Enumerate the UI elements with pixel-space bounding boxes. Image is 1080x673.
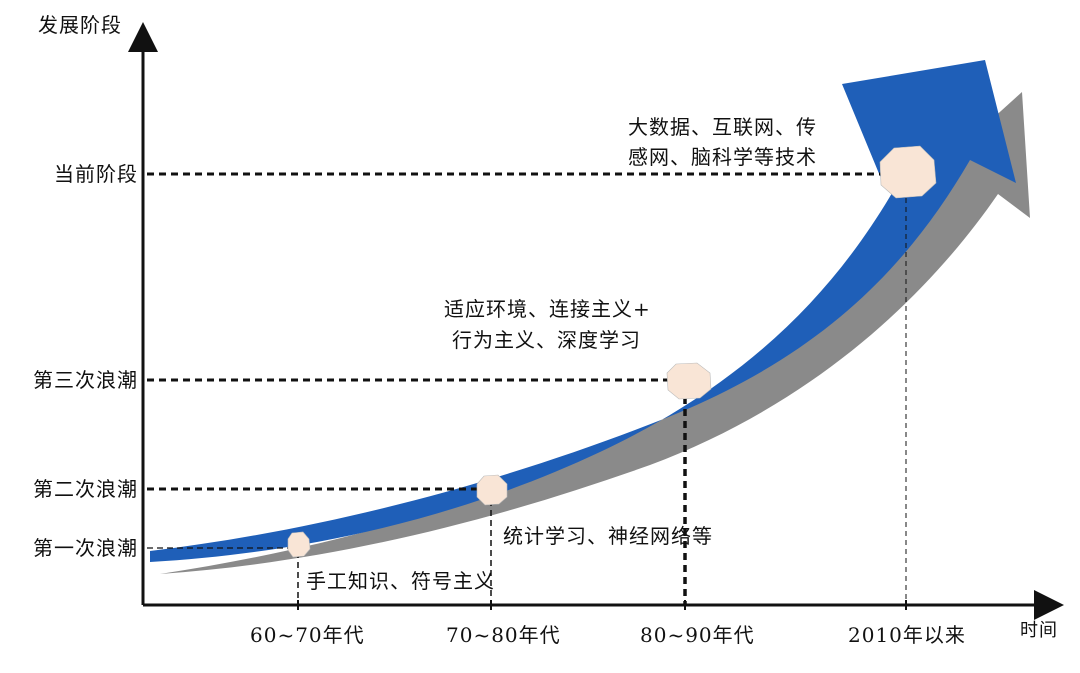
stage-label-2: 第二次浪潮: [33, 477, 138, 501]
tech-annotation-2: 统计学习、神经网络等: [503, 524, 713, 548]
period-label-1: 60~70年代: [250, 623, 365, 647]
stage-label-3: 第三次浪潮: [33, 368, 138, 392]
period-label-4: 2010年以来: [848, 623, 966, 647]
tech-annotation-3-line-2: 行为主义、深度学习: [452, 328, 641, 352]
stage-label-4: 当前阶段: [54, 162, 138, 186]
tech-annotation-4-line-2: 感网、脑科学等技术: [628, 145, 817, 169]
period-label-3: 80~90年代: [640, 623, 755, 647]
growth-arrow: [150, 60, 1016, 562]
stage-node-3: [666, 362, 712, 400]
arrow-shadow: [160, 92, 1030, 574]
tech-annotation-3-line-1: 适应环境、连接主义+: [444, 297, 651, 321]
stage-node-1: [287, 531, 311, 558]
tech-annotation-4-line-1: 大数据、互联网、传: [628, 115, 817, 139]
stage-node-4: [879, 145, 937, 199]
x-axis-title: 时间: [1020, 620, 1058, 641]
period-label-2: 70~80年代: [446, 623, 561, 647]
tech-annotation-1: 手工知识、符号主义: [306, 569, 495, 593]
stage-label-1: 第一次浪潮: [33, 536, 138, 560]
y-axis-title: 发展阶段: [38, 13, 122, 37]
stage-node-2: [476, 474, 508, 506]
